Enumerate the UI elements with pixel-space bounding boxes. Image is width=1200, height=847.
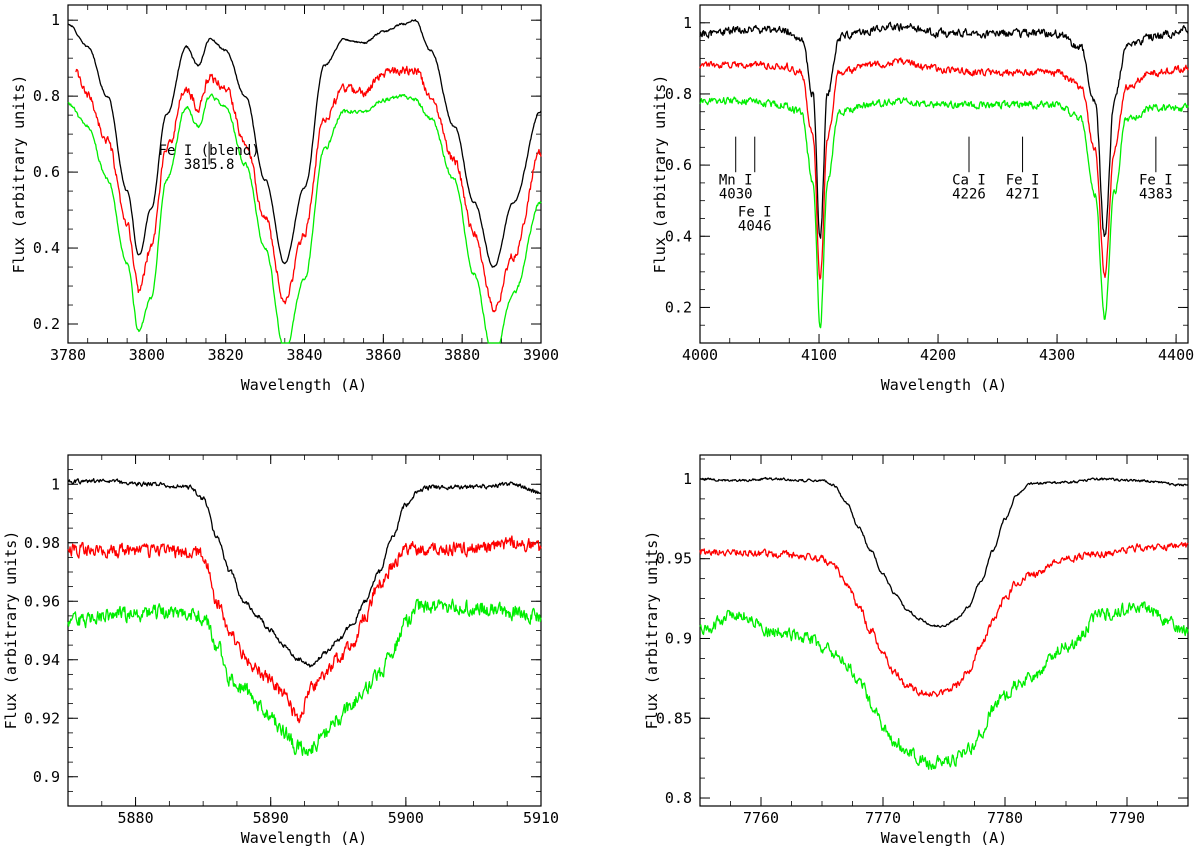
- plot-frame: [699, 4, 1189, 344]
- x-tick-label: 7770: [865, 809, 901, 827]
- series-red-line: [699, 541, 1189, 698]
- x-tick-label: 7790: [1109, 809, 1145, 827]
- annotation-label: Ca I: [952, 173, 986, 189]
- y-tick-label: 1: [683, 14, 692, 32]
- data-series: [699, 476, 1189, 771]
- x-tick-label: 7760: [743, 809, 779, 827]
- panel-bottom-right: 7760 7770 7780 7790 0.8 0.85 0.9 0.95 1 Waveleng…: [643, 454, 1189, 847]
- series-red-line: [699, 57, 1189, 280]
- annotation-wavelength: 4383: [1139, 187, 1173, 203]
- annotation-wavelength: 4271: [1006, 187, 1040, 203]
- x-tick-label: 3900: [523, 346, 559, 364]
- y-tick-label: 0.2: [665, 298, 692, 316]
- x-tick-label: 3880: [444, 346, 480, 364]
- y-tick-label: 0.94: [24, 651, 60, 669]
- y-tick-label: 0.4: [665, 227, 692, 245]
- y-tick-label: 0.8: [665, 789, 692, 807]
- x-tick-label: 4000: [682, 346, 718, 364]
- x-tick-label: 3780: [50, 346, 86, 364]
- series-green-line: [699, 96, 1189, 329]
- series-red-line: [75, 65, 542, 313]
- x-tick-label: 5900: [388, 809, 424, 827]
- x-tick-label: 5890: [253, 809, 289, 827]
- x-tick-label: 7780: [987, 809, 1023, 827]
- series-red-line: [67, 535, 542, 724]
- x-tick-label: 3820: [208, 346, 244, 364]
- axis-ticks: 7760 7770 7780 7790 0.8 0.85 0.9 0.95 1: [656, 455, 1189, 827]
- x-tick-label: 4100: [801, 346, 837, 364]
- y-tick-label: 0.98: [24, 534, 60, 552]
- y-tick-label: 0.9: [665, 629, 692, 647]
- y-tick-label: 0.2: [33, 315, 60, 333]
- series-green-line: [67, 93, 542, 344]
- y-axis-label: Flux (arbitrary units): [10, 75, 28, 274]
- y-axis-label: Flux (arbitrary units): [643, 531, 661, 730]
- annotation-label: Mn I: [719, 173, 753, 189]
- y-tick-label: 0.4: [33, 239, 60, 257]
- annotation-wavelength: 3815.8: [184, 157, 235, 173]
- annotation-wavelength: 4046: [738, 219, 772, 235]
- annotation-label: Fe I (blend): [159, 143, 260, 159]
- y-tick-label: 0.6: [665, 156, 692, 174]
- y-tick-label: 0.9: [33, 768, 60, 786]
- x-tick-label: 3860: [365, 346, 401, 364]
- annotation-wavelength: 4030: [719, 187, 753, 203]
- x-axis-label: Wavelength (A): [881, 376, 1007, 394]
- series-black-line: [699, 476, 1189, 628]
- x-tick-label: 4200: [920, 346, 956, 364]
- x-axis-label: Wavelength (A): [241, 829, 367, 847]
- series-black-line: [67, 19, 542, 268]
- line-annotations: Fe I (blend)3815.8: [159, 141, 260, 173]
- data-series: [699, 21, 1189, 329]
- y-tick-label: 0.96: [24, 592, 60, 610]
- series-green-line: [699, 601, 1189, 771]
- x-tick-label: 5880: [118, 809, 154, 827]
- axis-ticks: 4000 4100 4200 4300 4400 0.2 0.4 0.6 0.8 1: [665, 4, 1194, 364]
- y-tick-label: 0.95: [656, 550, 692, 568]
- annotation-label: Fe I: [1139, 173, 1173, 189]
- panel-bottom-left: 5880 5890 5900 5910 0.9 0.92 0.94 0.96 0.98 1 Wav…: [2, 454, 559, 847]
- y-axis-label: Flux (arbitrary units): [651, 75, 669, 274]
- series-black-line: [67, 478, 542, 668]
- y-axis-label: Flux (arbitrary units): [2, 531, 20, 730]
- x-tick-label: 4400: [1158, 346, 1194, 364]
- x-tick-label: 3840: [286, 346, 322, 364]
- y-tick-label: 0.92: [24, 709, 60, 727]
- annotation-label: Fe I: [738, 205, 772, 221]
- x-tick-label: 4300: [1039, 346, 1075, 364]
- data-series: [67, 478, 542, 756]
- x-tick-label: 3800: [129, 346, 165, 364]
- panel-top-left: 3780 3800 3820 3840 3860 3880 3900 0.2 0.4 0.6 0.8…: [10, 4, 559, 394]
- data-series: [67, 19, 542, 344]
- y-tick-label: 0.85: [656, 709, 692, 727]
- y-tick-label: 0.8: [33, 87, 60, 105]
- y-tick-label: 0.8: [665, 85, 692, 103]
- y-tick-label: 1: [51, 11, 60, 29]
- x-axis-label: Wavelength (A): [241, 376, 367, 394]
- annotation-wavelength: 4226: [952, 187, 986, 203]
- x-axis-label: Wavelength (A): [881, 829, 1007, 847]
- series-black-line: [699, 21, 1189, 239]
- y-tick-label: 1: [51, 475, 60, 493]
- y-tick-label: 0.6: [33, 163, 60, 181]
- annotation-label: Fe I: [1006, 173, 1040, 189]
- y-tick-label: 1: [683, 470, 692, 488]
- axis-ticks: 5880 5890 5900 5910 0.9 0.92 0.94 0.96 0.98 1: [24, 454, 559, 827]
- x-tick-label: 5910: [523, 809, 559, 827]
- axis-ticks: 3780 3800 3820 3840 3860 3880 3900 0.2 0.4 0.6 0.8…: [33, 5, 559, 364]
- series-green-line: [67, 598, 542, 756]
